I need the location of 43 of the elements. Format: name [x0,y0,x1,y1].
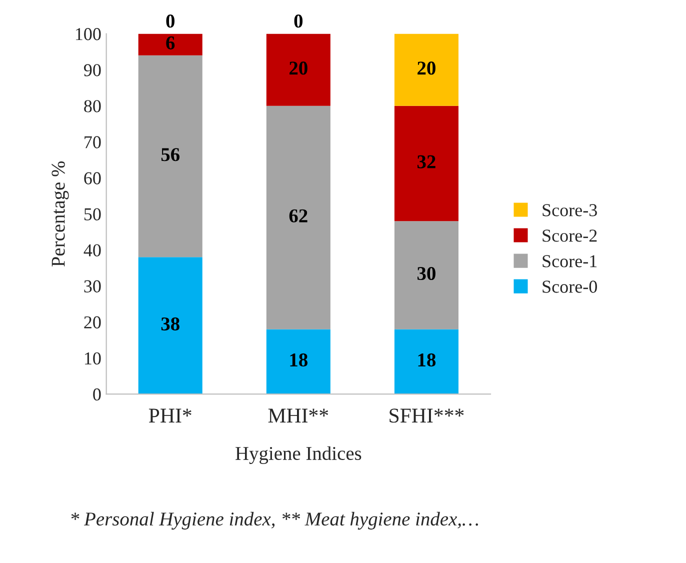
bar [138,34,202,56]
legend-label: Score-3 [542,204,597,216]
data-label: 20 [418,62,436,75]
x-tick-label: MHI** [268,408,328,422]
data-label: 18 [290,353,308,367]
legend-label: Score-1 [542,255,597,268]
data-label: 18 [418,353,436,367]
data-label: 0 [294,14,303,28]
bar [266,34,330,106]
bar [138,257,202,394]
data-label: 6 [166,36,175,50]
y-tick-label: 50 [84,208,101,220]
bar [266,106,330,330]
y-tick-label: 60 [84,172,101,184]
data-label: 56 [161,148,180,162]
bar [394,329,458,394]
y-tick-label: 100 [76,28,101,40]
legend-label: Score-0 [542,280,597,293]
x-tick-label: PHI* [148,408,192,422]
data-label: 32 [417,155,436,168]
y-tick-label: 20 [84,316,101,328]
bar [266,329,330,394]
y-tick-label: 40 [84,244,101,256]
bar [394,34,458,106]
y-tick-label: 90 [84,64,101,76]
bar [138,55,202,258]
bar [394,221,458,330]
bar [394,106,458,222]
legend-label: Score-2 [542,230,597,242]
y-tick-label: 10 [85,352,101,365]
x-tick-label: SFHI*** [390,408,464,423]
y-axis-title: Percentage % [52,161,69,267]
text: * Personal Hygiene index, ** Meat hygiene index,… [71,512,478,530]
data-label: 38 [161,317,180,331]
data-label: 30 [417,266,436,280]
x-axis-title: Hygiene Indices [236,446,362,464]
y-tick-label: 70 [84,136,101,148]
y-tick-label: 30 [84,280,101,292]
data-label: 62 [289,209,308,222]
data-label: 0 [166,14,174,28]
y-tick-label: 80 [84,100,101,112]
y-tick-label: 0 [93,388,101,401]
data-label: 20 [290,62,308,75]
